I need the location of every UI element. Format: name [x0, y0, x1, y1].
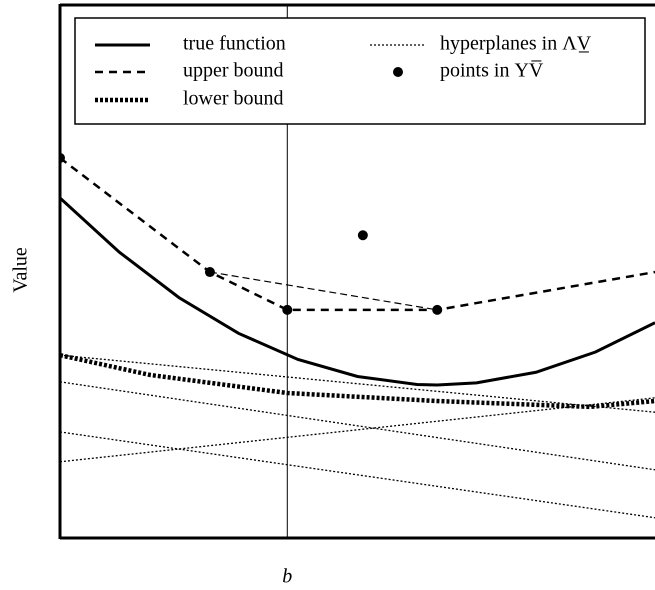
series-line	[60, 156, 655, 312]
series-line	[60, 354, 655, 413]
point	[357, 230, 368, 241]
legend: true function upper bound lower bound hyper…	[95, 33, 592, 110]
y-axis-label: Value	[10, 247, 32, 293]
legend-label: points in ΥV̅	[440, 60, 544, 82]
annotation-label: b	[282, 566, 292, 588]
legend-label: lower bound	[183, 88, 284, 110]
point	[432, 304, 443, 315]
series-line	[60, 381, 655, 471]
series-line	[60, 431, 655, 519]
legend-label: upper bound	[183, 60, 284, 82]
point	[282, 304, 293, 315]
point	[204, 267, 215, 278]
plot-area	[60, 5, 655, 538]
series-line	[60, 397, 655, 463]
series-line	[209, 271, 438, 311]
legend-marker	[393, 67, 403, 77]
series-line	[60, 352, 655, 410]
legend-label: true function	[183, 33, 286, 55]
legend-box	[74, 17, 646, 125]
series-line	[60, 196, 655, 387]
legend-label: hyperplanes in ΛV̲	[440, 33, 592, 55]
